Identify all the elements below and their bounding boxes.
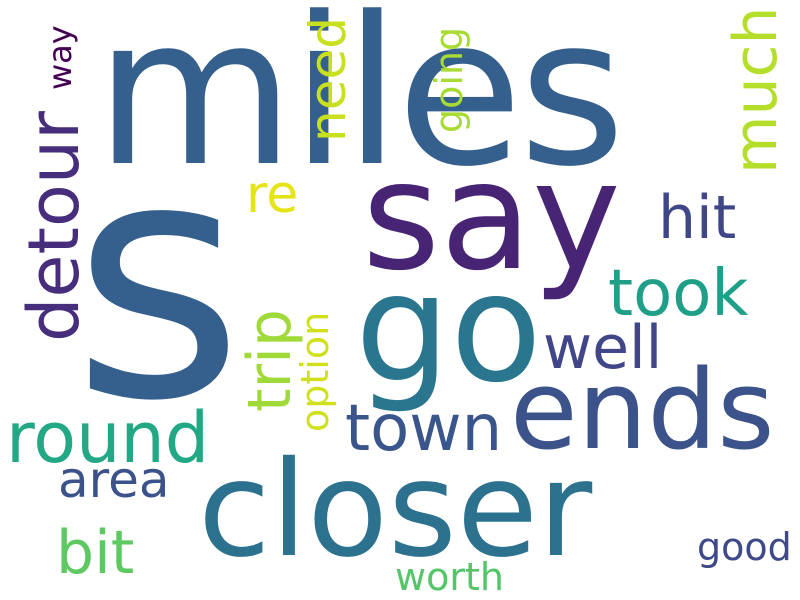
- word-go: go: [355, 242, 542, 416]
- word-option: option: [293, 312, 337, 432]
- word-ends: ends: [510, 346, 775, 474]
- word-miles: miles: [95, 0, 622, 212]
- word-say: say: [362, 130, 621, 304]
- word-worth: worth: [395, 555, 504, 599]
- word-good: good: [697, 525, 792, 569]
- word-going: going: [427, 27, 471, 133]
- word-detour: detour: [13, 111, 95, 342]
- word-took: took: [608, 257, 748, 331]
- word-town: town: [345, 392, 502, 466]
- word-closer: closer: [198, 433, 593, 587]
- word-bit: bit: [56, 518, 134, 588]
- word-trip: trip: [235, 309, 305, 412]
- word-re: re: [246, 165, 298, 225]
- word-much: much: [721, 7, 791, 175]
- word-round: round: [6, 397, 209, 479]
- word-area: area: [58, 451, 170, 509]
- word-way: way: [41, 25, 79, 90]
- word-s: s: [72, 89, 244, 473]
- word-well: well: [543, 313, 662, 383]
- word-need: need: [299, 17, 357, 142]
- word-hit: hit: [658, 183, 736, 253]
